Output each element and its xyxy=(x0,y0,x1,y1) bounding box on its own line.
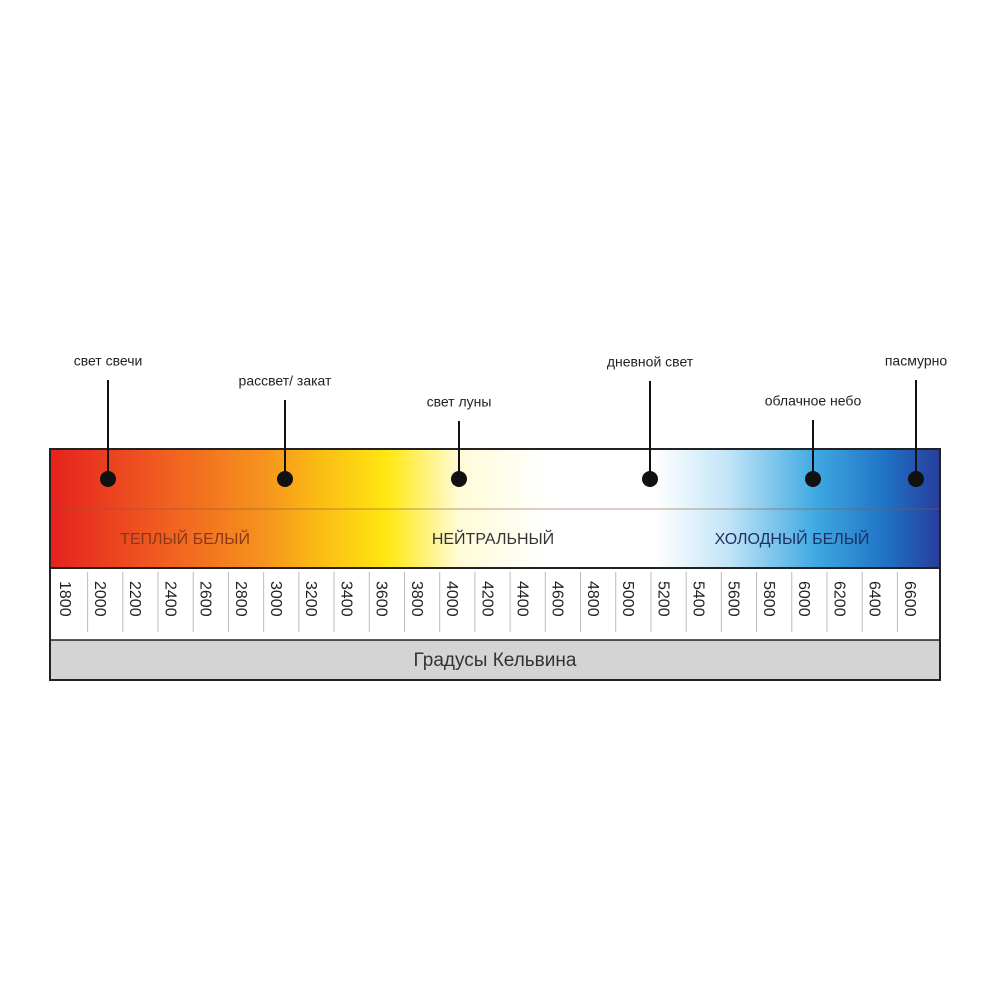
tick-label: 3400 xyxy=(337,581,354,617)
tick-label: 5000 xyxy=(619,581,636,617)
marker-dot xyxy=(277,471,293,487)
tick-label: 2800 xyxy=(232,581,249,617)
tick-label: 2200 xyxy=(126,581,143,617)
tick-label: 6200 xyxy=(830,581,847,617)
zone-label: ХОЛОДНЫЙ БЕЛЫЙ xyxy=(715,529,870,548)
marker-label: свет луны xyxy=(427,394,492,410)
tick-label: 4200 xyxy=(478,581,495,617)
marker-dot xyxy=(805,471,821,487)
marker-label: облачное небо xyxy=(765,393,862,409)
zone-label: ТЕПЛЫЙ БЕЛЫЙ xyxy=(120,529,250,548)
marker-dot xyxy=(100,471,116,487)
zone-label: НЕЙТРАЛЬНЫЙ xyxy=(432,529,554,548)
dynamic-layer: 1800 2000 2200 2400 2600 2800 3000 3200 3400 3600… xyxy=(56,353,948,632)
marker-dot xyxy=(908,471,924,487)
tick-label: 2600 xyxy=(197,581,214,617)
tick-label: 5600 xyxy=(725,581,742,617)
tick-label: 4800 xyxy=(584,581,601,617)
marker-label: пасмурно xyxy=(885,353,948,369)
title-bar xyxy=(50,640,940,680)
tick-label: 3200 xyxy=(302,581,319,617)
tick-label: 1800 xyxy=(56,581,73,617)
tick-label: 6000 xyxy=(795,581,812,617)
tick-label: 4400 xyxy=(513,581,530,617)
marker-label: рассвет/ закат xyxy=(239,373,332,389)
marker-label: свет свечи xyxy=(74,353,143,369)
tick-label: 5200 xyxy=(654,581,671,617)
tick-label: 2000 xyxy=(91,581,108,617)
tick-label: 5400 xyxy=(690,581,707,617)
tick-label: 6400 xyxy=(866,581,883,617)
tick-label: 5800 xyxy=(760,581,777,617)
frame xyxy=(49,448,941,681)
scale-title: Градусы Кельвина xyxy=(414,650,577,671)
tick-label: 3000 xyxy=(267,581,284,617)
marker-dot xyxy=(642,471,658,487)
tick-label: 6600 xyxy=(901,581,918,617)
tick-label: 3600 xyxy=(373,581,390,617)
marker-label: дневной свет xyxy=(607,354,694,370)
marker-dot xyxy=(451,471,467,487)
tick-label: 4000 xyxy=(443,581,460,617)
tick-label: 2400 xyxy=(161,581,178,617)
tick-label: 3800 xyxy=(408,581,425,617)
tick-label: 4600 xyxy=(549,581,566,617)
